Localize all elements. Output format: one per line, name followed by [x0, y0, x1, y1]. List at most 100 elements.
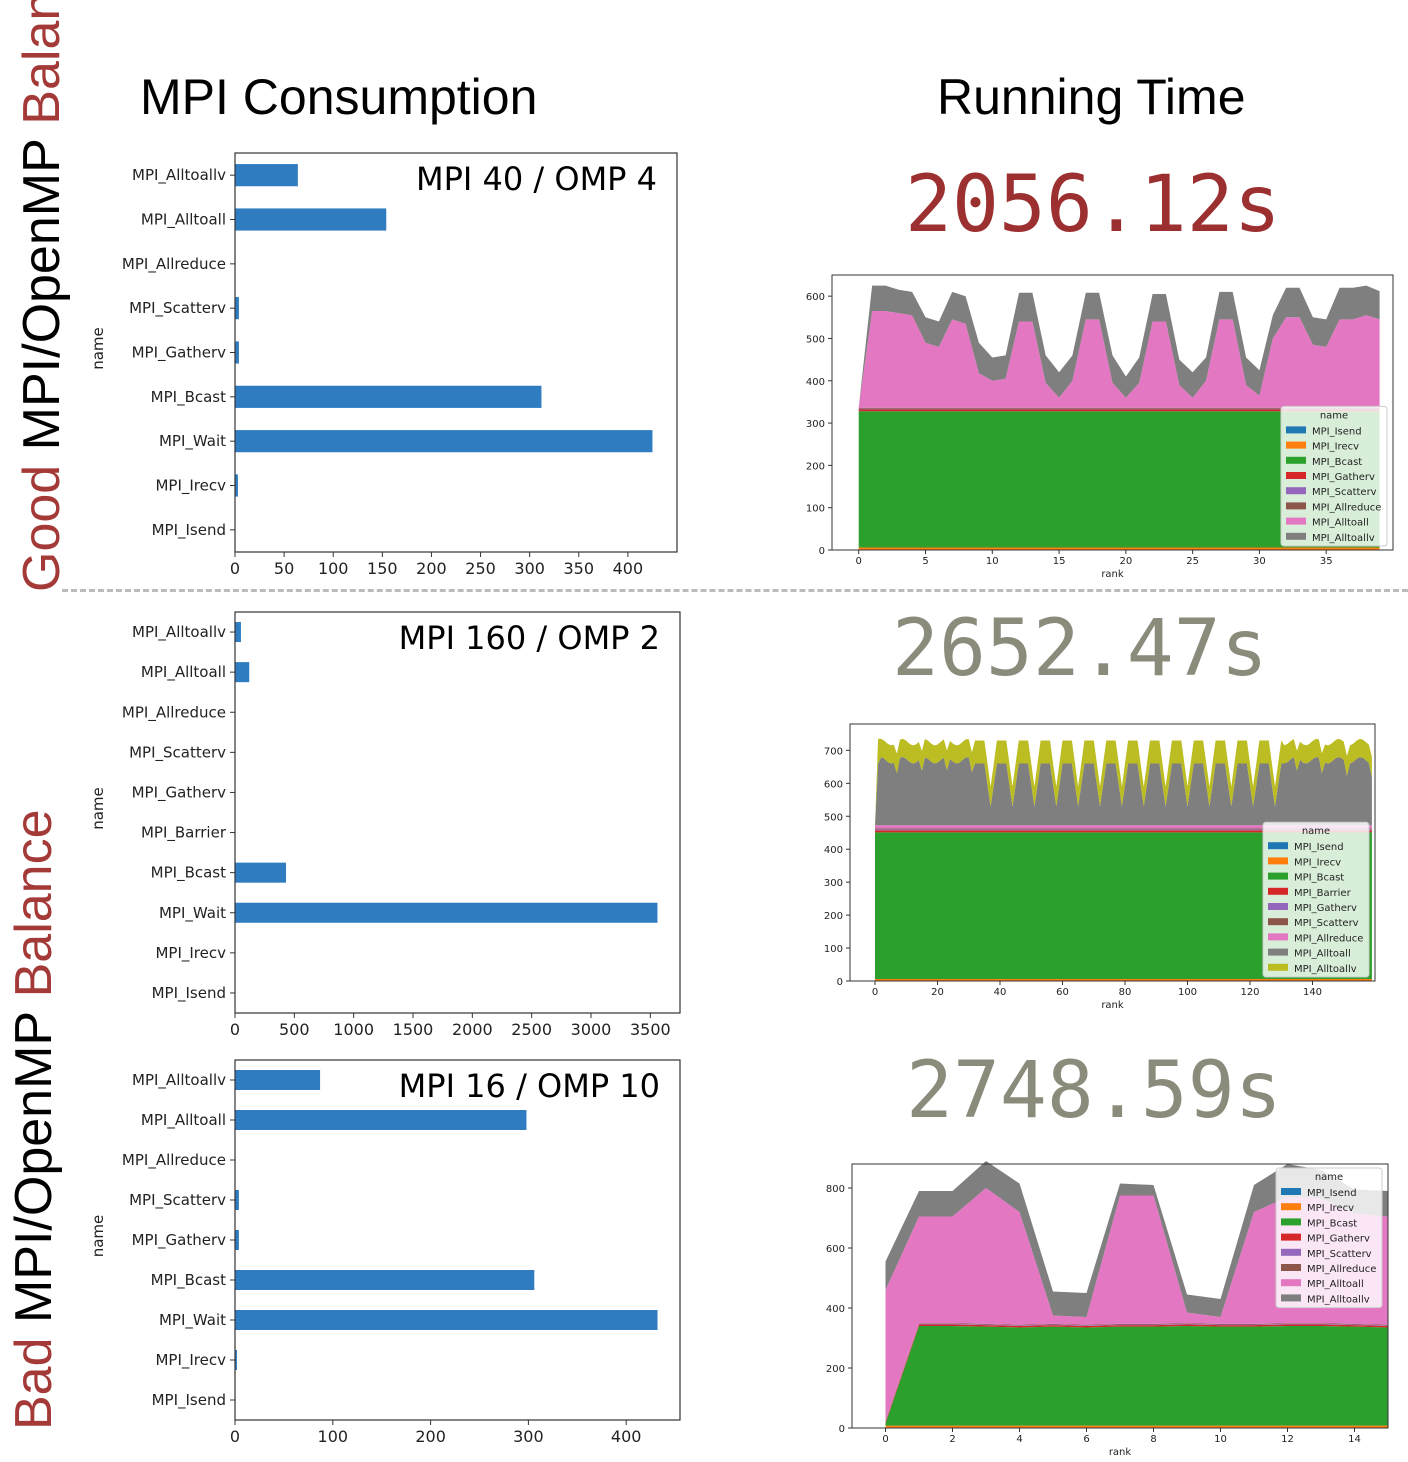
x-tick-label: 300	[513, 1427, 544, 1446]
area-MPI_Bcast	[885, 1326, 1388, 1426]
y-axis-label: name	[89, 787, 107, 830]
running-time-value: 2652.47s	[892, 604, 1268, 694]
x-tick-label: 0	[230, 559, 240, 578]
y-tick-label: MPI_Bcast	[151, 1271, 226, 1290]
legend-entry: MPI_Alltoall	[1294, 949, 1351, 960]
legend-swatch	[1286, 487, 1306, 495]
x-tick-label: 14	[1348, 1434, 1361, 1445]
legend-swatch	[1268, 887, 1288, 895]
x-tick-label: 100	[1178, 987, 1197, 998]
y-tick-label: 0	[837, 977, 843, 988]
y-tick-label: 300	[806, 419, 825, 430]
legend-entry: MPI_Gatherv	[1307, 1234, 1370, 1245]
x-tick-label: 40	[994, 987, 1007, 998]
y-tick-label: MPI_Scatterv	[129, 743, 226, 762]
side-label-bad: Bad MPI/OpenMP Balance	[4, 809, 64, 1430]
area-MPI_Alltoallv	[875, 738, 1372, 826]
area-MPI_Gatherv	[858, 409, 1380, 412]
legend-entry: MPI_Allreduce	[1294, 933, 1363, 944]
x-tick-label: 300	[514, 559, 545, 578]
area-MPI_Bcast	[875, 832, 1372, 979]
chart-group: 0 2 4 6 8 10 12 14 0 200 400 600 800 rank name MPI_Isen…	[826, 1161, 1389, 1458]
legend-entry: MPI_Irecv	[1312, 442, 1359, 453]
legend-entry: MPI_Allreduce	[1307, 1264, 1376, 1275]
y-tick-label: 0	[839, 1424, 845, 1435]
y-axis-label: name	[89, 327, 107, 370]
bar-MPI_Irecv	[235, 474, 238, 497]
x-axis-label: rank	[1101, 569, 1124, 580]
x-tick-label: 60	[1056, 987, 1069, 998]
x-tick-label: 350	[564, 559, 595, 578]
y-tick-label: MPI_Alltoall	[141, 211, 226, 230]
area-MPI_Irecv	[875, 979, 1372, 981]
y-tick-label: MPI_Allreduce	[122, 1151, 226, 1170]
legend-swatch	[1281, 1294, 1301, 1302]
bar-MPI_Alltoall	[235, 662, 250, 683]
x-tick-label: 4	[1016, 1434, 1022, 1445]
x-tick-label: 50	[274, 559, 294, 578]
bar-MPI_Wait	[235, 430, 653, 453]
y-tick-label: MPI_Wait	[159, 432, 226, 451]
x-tick-label: 2000	[452, 1020, 493, 1039]
legend-entry: MPI_Scatterv	[1312, 487, 1377, 498]
y-tick-label: 100	[806, 504, 825, 515]
y-tick-label: MPI_Scatterv	[129, 1191, 226, 1210]
y-tick-label: 100	[824, 944, 843, 955]
bar-chart-mpi40: MPI_Alltoallv MPI_Alltoall MPI_Allreduce MP…	[89, 152, 678, 578]
x-tick-label: 1000	[333, 1020, 374, 1039]
legend-entry: MPI_Gatherv	[1312, 472, 1375, 483]
y-tick-label: MPI_Alltoall	[141, 663, 226, 682]
x-tick-label: 120	[1240, 987, 1259, 998]
bar-MPI_Scatterv	[235, 1190, 239, 1210]
section-divider	[62, 589, 1408, 592]
legend-entry: MPI_Alltoallv	[1307, 1294, 1370, 1305]
legend-entry: MPI_Isend	[1312, 426, 1362, 437]
x-tick-label: 400	[613, 559, 644, 578]
legend-swatch	[1286, 441, 1306, 449]
x-tick-label: 20	[1119, 556, 1132, 567]
bar-MPI_Bcast	[235, 1270, 535, 1290]
bar-MPI_Alltoall	[235, 208, 387, 231]
legend-swatch	[1268, 903, 1288, 910]
y-tick-label: MPI_Irecv	[155, 944, 226, 963]
legend-swatch	[1268, 842, 1288, 850]
y-tick-label: 0	[819, 546, 825, 557]
legend-swatch	[1268, 933, 1288, 941]
side-label-word: MPI/OpenMP	[5, 1011, 63, 1324]
legend-swatch	[1281, 1264, 1301, 1271]
y-tick-label: MPI_Alltoallv	[132, 1071, 226, 1090]
legend-entry: MPI_Allreduce	[1312, 502, 1381, 513]
bar-MPI_Alltoallv	[235, 1070, 321, 1090]
area-MPI_Irecv	[885, 1425, 1388, 1428]
y-tick-label: MPI_Wait	[159, 904, 226, 923]
bar-MPI_Wait	[235, 902, 658, 923]
y-tick-label: 500	[824, 812, 843, 823]
x-tick-label: 200	[416, 559, 447, 578]
x-tick-label: 150	[367, 559, 398, 578]
x-tick-label: 20	[931, 987, 944, 998]
y-tick-label: MPI_Isend	[152, 984, 226, 1003]
area-chart-mpi16: 0 2 4 6 8 10 12 14 0 200 400 600 800 rank name MPI_Isen…	[826, 1161, 1389, 1458]
legend-title: name	[1320, 410, 1348, 421]
legend-entry: MPI_Scatterv	[1294, 918, 1359, 929]
y-tick-label: 600	[806, 292, 825, 303]
side-label-word: Bad	[5, 1337, 63, 1430]
legend-swatch	[1286, 532, 1306, 540]
bar-MPI_Gatherv	[235, 1230, 239, 1250]
x-tick-label: 35	[1320, 556, 1333, 567]
plot-frame	[851, 1163, 1389, 1429]
legend-box	[1262, 821, 1370, 978]
y-tick-label: MPI_Alltoallv	[132, 623, 226, 642]
y-tick-label: MPI_Irecv	[155, 477, 226, 496]
legend-entry: MPI_Alltoall	[1312, 518, 1369, 529]
legend-swatch	[1268, 872, 1288, 880]
legend-entry: MPI_Irecv	[1307, 1203, 1354, 1214]
x-tick-label: 0	[230, 1020, 240, 1039]
chart-title: MPI 160 / OMP 2	[399, 619, 660, 657]
x-tick-label: 6	[1083, 1434, 1089, 1445]
area-MPI_Irecv	[858, 547, 1380, 550]
legend-entry: MPI_Bcast	[1312, 457, 1362, 468]
bar-MPI_Irecv	[235, 1350, 237, 1370]
plot-frame	[234, 1059, 681, 1421]
column-title-mpi-consumption: MPI Consumption	[140, 69, 538, 125]
